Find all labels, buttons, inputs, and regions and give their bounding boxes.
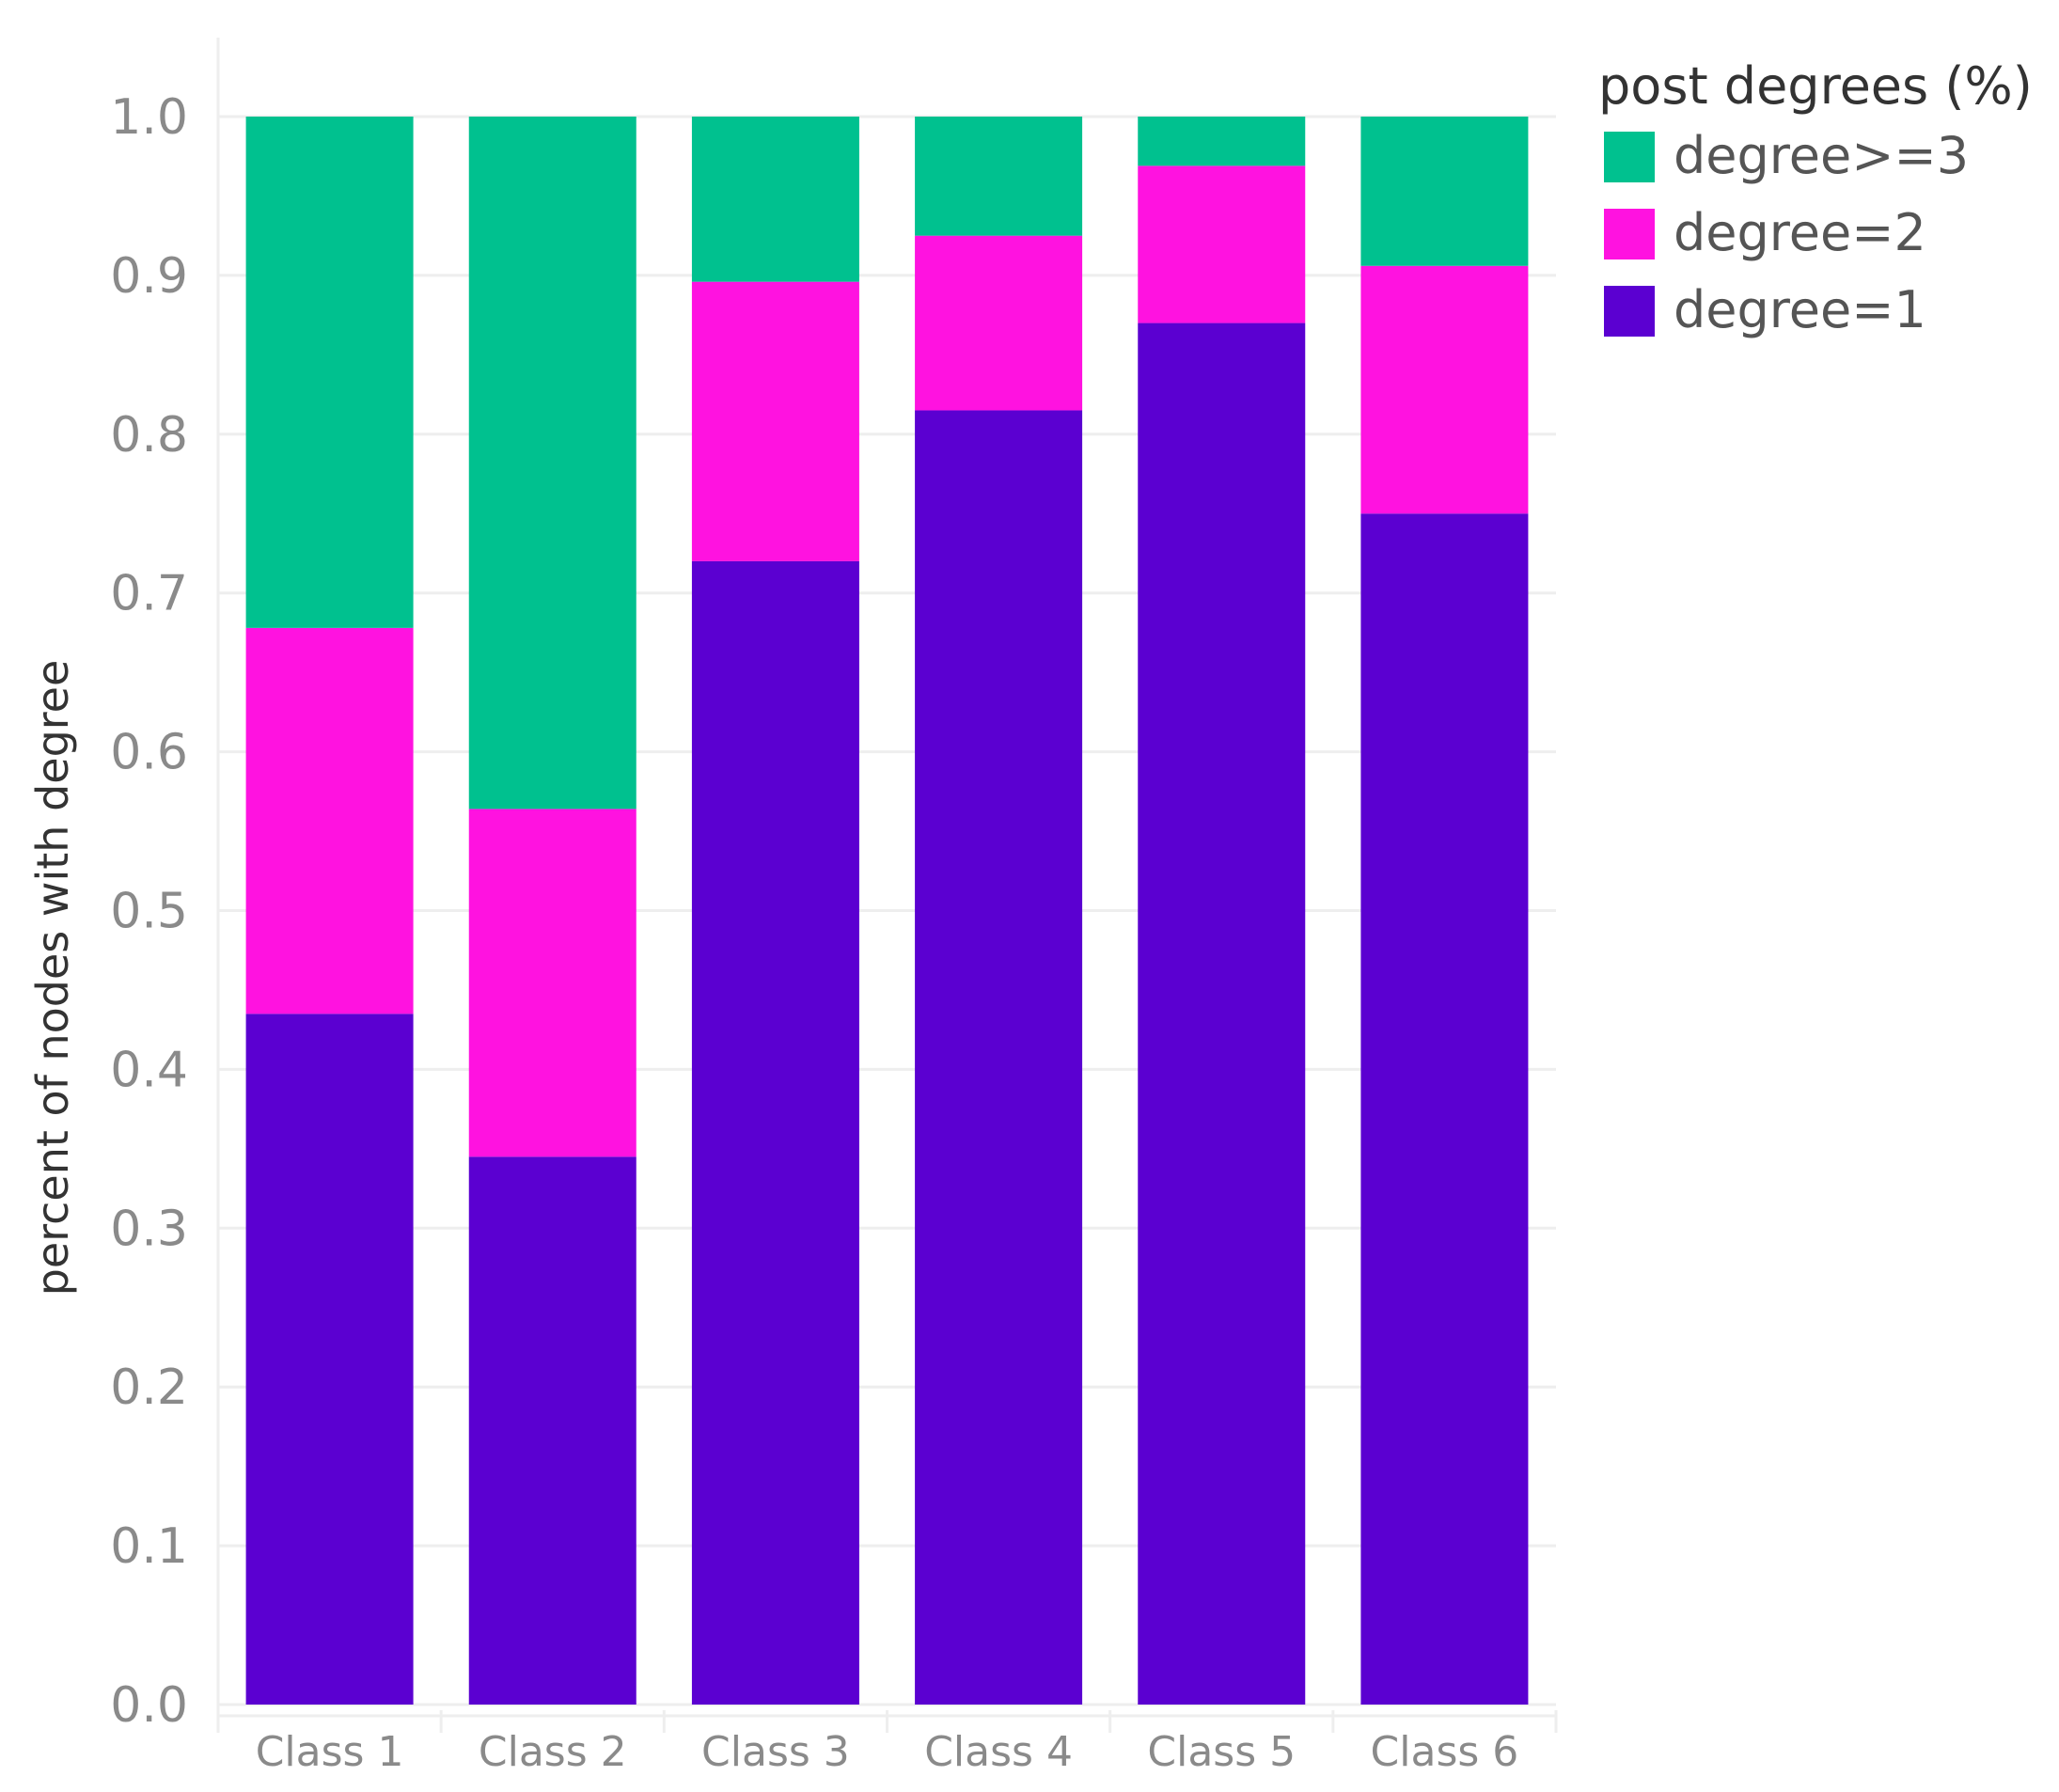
bar-class-5-degree-2 <box>1138 165 1306 323</box>
gridlines <box>216 38 1558 1733</box>
bar-class-3-degree-2 <box>691 281 859 561</box>
y-tick-label: 1.0 <box>110 89 188 146</box>
bar-class-6-degree-2 <box>1360 265 1529 514</box>
bar-class-3-degree-3 <box>691 117 859 282</box>
bar-class-2-degree-1 <box>468 1156 637 1705</box>
legend-label: degree>=3 <box>1674 126 1969 185</box>
y-axis-ticks: 0.0 0.1 0.2 0.3 0.4 0.5 0.6 0.7 0.8 0.9 1.0 <box>110 89 188 1734</box>
bars <box>245 117 1529 1706</box>
x-tick-label: Class 4 <box>924 1728 1073 1776</box>
bar-class-6-degree-1 <box>1360 513 1529 1705</box>
y-tick-label: 0.1 <box>110 1518 188 1575</box>
bar-class-4-degree-2 <box>915 235 1083 411</box>
legend-items: degree>=3 degree=2 degree=1 <box>1604 126 1969 339</box>
legend-title: post degrees (%) <box>1598 56 2033 116</box>
bar-class-4-degree-3 <box>915 117 1083 236</box>
y-tick-label: 0.6 <box>110 725 188 781</box>
x-axis-ticks: Class 1 Class 2 Class 3 Class 4 Class 5 Class… <box>256 1728 1519 1776</box>
y-tick-label: 0.0 <box>110 1677 188 1734</box>
y-tick-label: 0.5 <box>110 884 188 940</box>
y-axis-title: percent of nodes with degree <box>27 660 78 1297</box>
y-tick-label: 0.4 <box>110 1042 188 1098</box>
y-tick-label: 0.2 <box>110 1360 188 1416</box>
x-tick-label: Class 2 <box>479 1728 627 1776</box>
y-tick-label: 0.9 <box>110 248 188 305</box>
y-tick-label: 0.3 <box>110 1201 188 1257</box>
bar-class-1-degree-1 <box>245 1014 414 1705</box>
bar-class-1-degree-3 <box>245 117 414 628</box>
bar-class-2-degree-2 <box>468 809 637 1157</box>
bar-class-4-degree-1 <box>915 410 1083 1706</box>
x-tick-label: Class 5 <box>1147 1728 1296 1776</box>
bar-class-3-degree-1 <box>691 560 859 1706</box>
legend-swatch <box>1604 286 1655 337</box>
x-tick-label: Class 1 <box>256 1728 404 1776</box>
bar-class-1-degree-2 <box>245 627 414 1014</box>
bar-class-5-degree-1 <box>1138 322 1306 1705</box>
bar-class-5-degree-3 <box>1138 117 1306 166</box>
bar-class-2-degree-3 <box>468 117 637 810</box>
y-tick-label: 0.8 <box>110 407 188 464</box>
legend-swatch <box>1604 132 1655 182</box>
bar-class-6-degree-3 <box>1360 117 1529 266</box>
legend: post degrees (%) degree>=3degree=2degree… <box>1598 56 2033 339</box>
legend-label: degree=2 <box>1674 203 1926 262</box>
x-tick-label: Class 3 <box>701 1728 850 1776</box>
x-tick-label: Class 6 <box>1371 1728 1519 1776</box>
legend-label: degree=1 <box>1674 280 1926 339</box>
y-tick-label: 0.7 <box>110 566 188 622</box>
legend-swatch <box>1604 209 1655 259</box>
